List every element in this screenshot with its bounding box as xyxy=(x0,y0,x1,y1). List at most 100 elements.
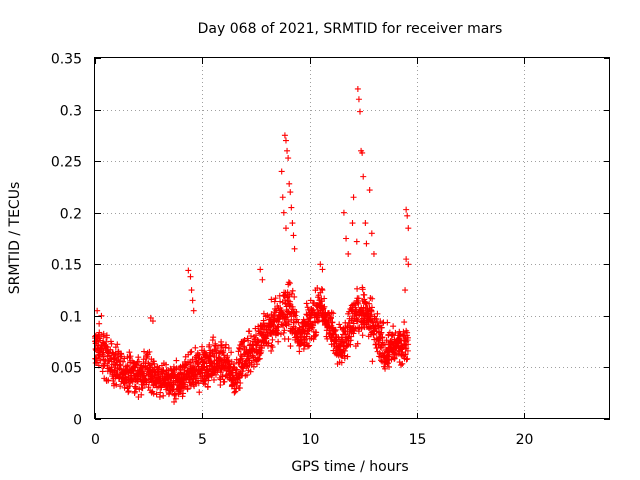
x-tick-label: 5 xyxy=(198,432,207,448)
data-point xyxy=(287,189,294,196)
data-point xyxy=(220,352,227,359)
data-point xyxy=(286,280,293,287)
data-point xyxy=(296,348,303,355)
data-point xyxy=(147,314,154,321)
data-point xyxy=(145,384,152,391)
data-point xyxy=(355,295,362,302)
data-point xyxy=(163,361,170,368)
data-point xyxy=(236,359,243,366)
data-point xyxy=(246,328,253,335)
data-point xyxy=(285,279,292,286)
data-point xyxy=(359,286,366,293)
data-point xyxy=(355,96,362,103)
data-point xyxy=(355,300,362,307)
data-point xyxy=(332,326,339,333)
data-point xyxy=(225,345,232,352)
x-tick-label: 10 xyxy=(302,432,320,448)
data-point xyxy=(354,316,361,323)
data-point xyxy=(373,316,380,323)
data-point xyxy=(321,303,328,310)
data-point xyxy=(278,168,285,175)
data-point xyxy=(405,341,412,348)
data-point xyxy=(110,355,117,362)
data-point xyxy=(157,389,164,396)
data-point xyxy=(100,330,107,337)
data-point xyxy=(143,378,150,385)
data-point xyxy=(383,337,390,344)
y-tick-label: 0.2 xyxy=(60,207,82,223)
data-point xyxy=(257,266,264,273)
data-point xyxy=(293,308,300,315)
data-point xyxy=(103,332,110,339)
data-point xyxy=(293,316,300,323)
data-point xyxy=(114,341,121,348)
data-point xyxy=(271,298,278,305)
data-point xyxy=(365,308,372,315)
data-point xyxy=(402,287,409,294)
y-tick-label: 0.3 xyxy=(60,104,82,120)
data-point xyxy=(354,285,361,292)
data-point xyxy=(290,232,297,239)
data-point xyxy=(173,357,180,364)
data-point xyxy=(330,310,337,317)
data-point xyxy=(98,312,105,319)
y-tick-label: 0.15 xyxy=(51,258,82,274)
data-point xyxy=(390,323,397,330)
y-tick-label: 0.05 xyxy=(51,361,82,377)
data-point xyxy=(404,329,411,336)
data-point xyxy=(187,349,194,356)
data-point xyxy=(231,389,238,396)
data-point xyxy=(280,209,287,216)
data-point xyxy=(404,347,411,354)
data-point xyxy=(117,366,124,373)
axis-ticks xyxy=(95,58,610,420)
data-point xyxy=(345,250,352,257)
data-point xyxy=(247,333,254,340)
data-point xyxy=(231,360,238,367)
grid-lines xyxy=(95,58,610,419)
data-point xyxy=(363,240,370,247)
data-point xyxy=(212,371,219,378)
data-point xyxy=(132,385,139,392)
data-point xyxy=(392,329,399,336)
data-point xyxy=(189,297,196,304)
data-point xyxy=(405,261,412,268)
data-point xyxy=(340,209,347,216)
data-point xyxy=(361,291,368,298)
x-tick-label: 20 xyxy=(516,432,534,448)
data-point xyxy=(172,390,179,397)
data-point xyxy=(277,331,284,338)
data-point xyxy=(247,368,254,375)
data-point xyxy=(135,354,142,361)
data-point xyxy=(318,285,325,292)
data-point xyxy=(354,85,361,92)
data-point xyxy=(303,300,310,307)
data-point xyxy=(310,336,317,343)
x-tick-label: 15 xyxy=(409,432,427,448)
data-point xyxy=(302,336,309,343)
data-point xyxy=(192,344,199,351)
data-point xyxy=(224,356,231,363)
data-point xyxy=(139,385,146,392)
data-point xyxy=(160,392,167,399)
data-point xyxy=(199,343,206,350)
data-point xyxy=(135,358,142,365)
data-point xyxy=(104,362,111,369)
data-point xyxy=(171,398,178,405)
data-point xyxy=(359,332,366,339)
data-point xyxy=(252,332,259,339)
data-point xyxy=(378,324,385,331)
data-point xyxy=(255,356,262,363)
data-point xyxy=(188,348,195,355)
data-point xyxy=(126,349,133,356)
data-point xyxy=(223,341,230,348)
data-point xyxy=(138,391,145,398)
data-point xyxy=(287,301,294,308)
y-tick-label: 0 xyxy=(73,413,82,429)
data-point xyxy=(281,132,288,139)
data-point xyxy=(234,366,241,373)
data-point xyxy=(172,395,179,402)
data-point xyxy=(317,261,324,268)
data-point xyxy=(153,391,160,398)
data-point xyxy=(403,256,410,263)
